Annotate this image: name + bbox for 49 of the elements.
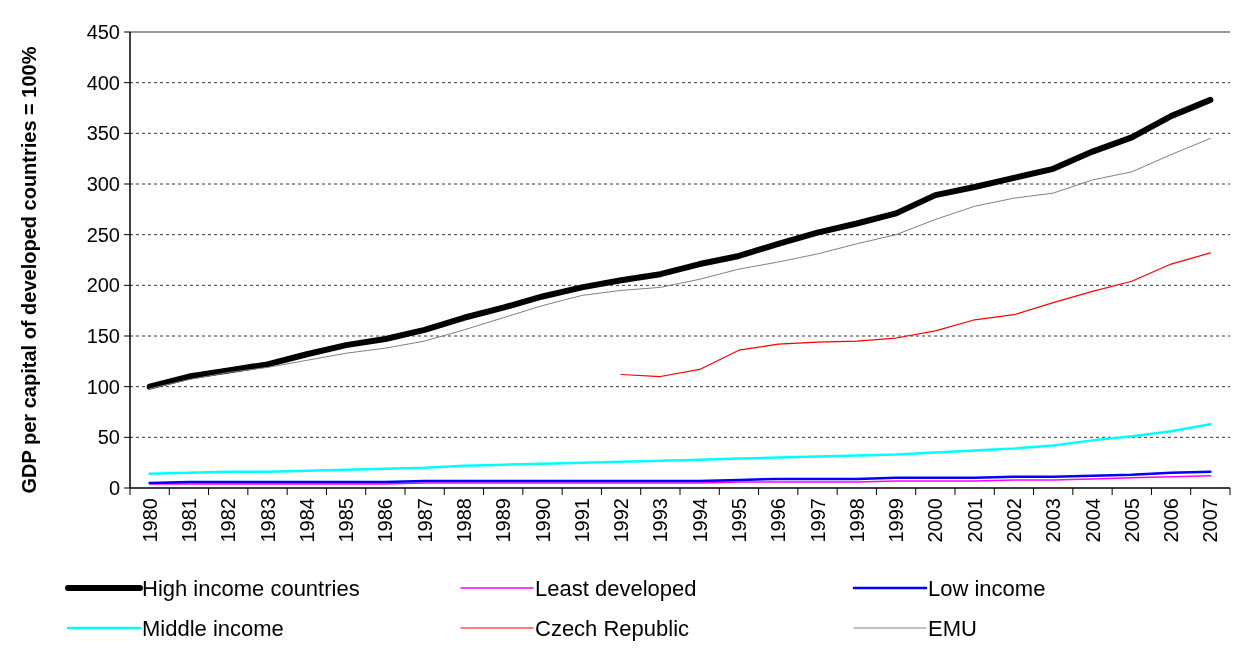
- x-tick-label: 2004: [1081, 498, 1104, 543]
- x-tick-label: 1983: [256, 498, 279, 543]
- x-tick-label: 1997: [806, 498, 829, 543]
- x-tick-label: 2000: [924, 498, 947, 543]
- legend-label: Czech Republic: [535, 615, 690, 641]
- x-tick-label: 1986: [374, 498, 397, 543]
- x-tick-label: 1985: [335, 498, 358, 543]
- legend-label: High income countries: [142, 575, 360, 601]
- x-tick-label: 2001: [963, 498, 986, 543]
- x-tick-label: 1999: [885, 498, 908, 543]
- x-tick-label: 2002: [1002, 498, 1025, 543]
- x-tick-label: 1981: [177, 498, 200, 543]
- y-tick-label: 300: [86, 173, 120, 195]
- x-tick-label: 1995: [727, 498, 750, 543]
- y-tick-label: 350: [86, 122, 120, 145]
- y-tick-label: 50: [97, 426, 120, 449]
- x-tick-label: 1989: [492, 498, 515, 543]
- x-tick-label: 1993: [649, 498, 672, 543]
- x-tick-label: 2005: [1120, 498, 1143, 543]
- legend-label: EMU: [928, 615, 977, 641]
- y-tick-label: 250: [86, 223, 120, 246]
- y-tick-label: 0: [108, 477, 120, 499]
- y-axis-title: GDP per capital of developed countries = 100%: [18, 46, 40, 494]
- y-tick-label: 200: [86, 274, 120, 297]
- x-tick-label: 1996: [767, 498, 790, 543]
- x-tick-label: 1980: [138, 498, 161, 543]
- y-tick-label: 100: [86, 375, 120, 398]
- x-tick-label: 1988: [452, 498, 475, 543]
- x-tick-label: 1990: [531, 498, 554, 543]
- x-tick-label: 1992: [610, 498, 633, 543]
- x-tick-label: 2006: [1160, 498, 1183, 543]
- legend-label: Least developed: [535, 575, 697, 601]
- x-tick-label: 2003: [1042, 498, 1065, 543]
- line-series: [148, 422, 1212, 476]
- x-tick-label: 1991: [570, 498, 593, 543]
- y-tick-label: 150: [86, 325, 120, 347]
- line-series: [148, 470, 1212, 485]
- line-series: [148, 475, 1212, 485]
- x-tick-label: 1994: [688, 498, 711, 543]
- x-tick-label: 2007: [1199, 498, 1222, 543]
- y-tick-label: 400: [86, 71, 120, 94]
- x-tick-label: 1987: [413, 498, 436, 543]
- x-tick-label: 1998: [845, 498, 868, 543]
- line-series: [620, 252, 1211, 378]
- x-tick-label: 1982: [217, 498, 240, 543]
- x-tick-label: 1984: [295, 498, 318, 543]
- legend-label: Low income: [928, 575, 1046, 601]
- legend-label: Middle income: [142, 615, 284, 641]
- y-tick-label: 450: [86, 21, 120, 43]
